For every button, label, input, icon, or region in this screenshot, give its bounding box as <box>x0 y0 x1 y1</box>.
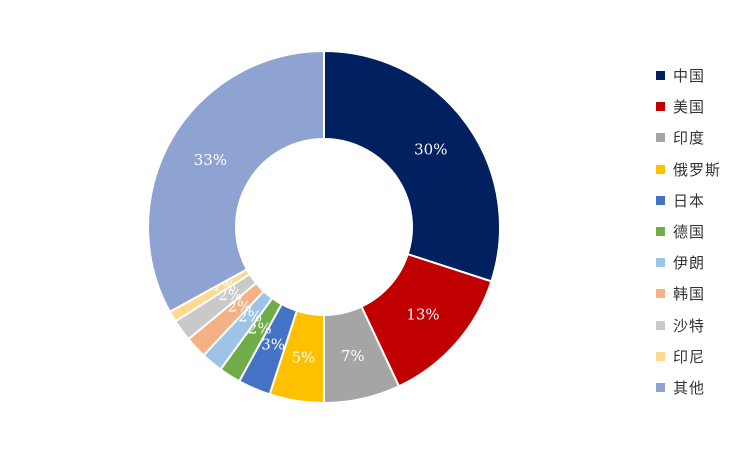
data-label-4: 5% <box>291 348 315 366</box>
legend-label: 印尼 <box>673 347 706 366</box>
legend-item: 其他 <box>656 372 721 403</box>
legend-item: 印度 <box>656 122 721 153</box>
legend-item: 德国 <box>656 216 721 247</box>
legend-label: 印度 <box>673 129 706 148</box>
legend-item: 韩国 <box>656 278 721 309</box>
legend-label: 日本 <box>673 191 706 210</box>
legend-label: 中国 <box>673 67 706 86</box>
legend-swatch <box>656 320 665 330</box>
data-label-3: 7% <box>341 347 365 365</box>
legend-swatch <box>656 351 665 361</box>
legend-swatch <box>656 227 665 237</box>
legend-item: 沙特 <box>656 310 721 341</box>
legend-item: 印尼 <box>656 341 721 372</box>
legend: 中国美国印度俄罗斯日本德国伊朗韩国沙特印尼其他 <box>656 60 721 403</box>
legend-swatch <box>656 258 665 268</box>
legend-swatch <box>656 195 665 205</box>
legend-swatch <box>656 164 665 174</box>
slice-11 <box>147 49 325 314</box>
legend-swatch <box>656 382 665 392</box>
legend-item: 俄罗斯 <box>656 154 721 185</box>
legend-item: 伊朗 <box>656 247 721 278</box>
data-label-5: 3% <box>261 335 285 353</box>
data-label-1: 30% <box>414 140 447 158</box>
legend-label: 伊朗 <box>673 254 706 273</box>
legend-label: 韩国 <box>673 285 706 304</box>
legend-swatch <box>656 102 665 112</box>
legend-swatch <box>656 71 665 81</box>
slice-1 <box>323 49 501 283</box>
legend-label: 美国 <box>673 98 706 117</box>
legend-item: 中国 <box>656 60 721 91</box>
data-label-2: 13% <box>406 305 439 323</box>
legend-item: 美国 <box>656 91 721 122</box>
legend-swatch <box>656 289 665 299</box>
legend-label: 德国 <box>673 223 706 242</box>
legend-swatch <box>656 133 665 143</box>
legend-item: 日本 <box>656 185 721 216</box>
legend-label: 其他 <box>673 378 706 397</box>
legend-label: 俄罗斯 <box>673 160 722 179</box>
data-label-11: 33% <box>194 151 227 169</box>
legend-label: 沙特 <box>673 316 706 335</box>
